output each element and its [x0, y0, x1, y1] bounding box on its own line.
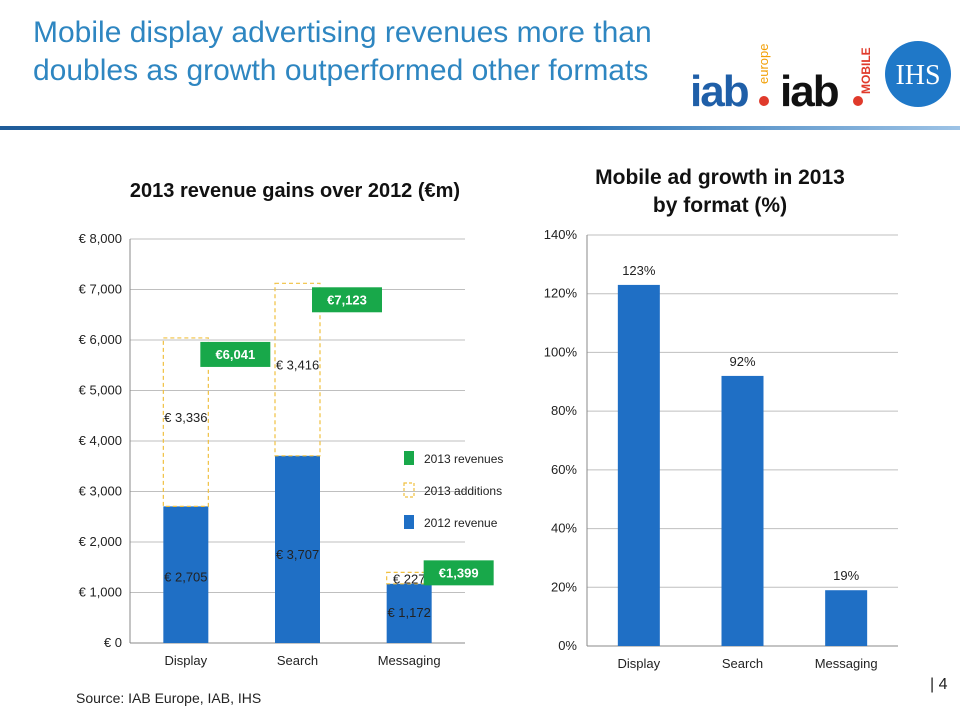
data-label: 92%	[729, 354, 755, 369]
iab-europe-dot	[759, 96, 769, 106]
slide-title: Mobile display advertising revenues more…	[33, 16, 652, 87]
bar-2013-additions	[274, 282, 321, 457]
iab-mobile-logo-graphic: iab MOBILE	[780, 47, 873, 116]
chart-title-line: by format (%)	[653, 194, 787, 217]
y-tick-label: € 4,000	[79, 433, 122, 448]
y-tick-label: € 8,000	[79, 231, 122, 246]
chart-title: 2013 revenue gains over 2012 (€m)	[130, 180, 460, 202]
label-2012-revenue: € 3,707	[276, 547, 319, 562]
iab-europe-logo-sub: europe	[756, 44, 771, 84]
x-tick-label: Search	[277, 653, 318, 668]
revenue-gains-chart: 2013 revenue gains over 2012 (€m) € 0 € 1,…	[40, 160, 520, 685]
bar-2012-revenue	[386, 583, 432, 643]
bar-2012-revenue	[163, 506, 209, 643]
bar-2012-revenue	[275, 455, 320, 643]
iab-mobile-logo: iab MOBILE	[778, 38, 878, 118]
page-number: | 4	[930, 676, 948, 693]
y-tick-label: 140%	[544, 227, 578, 242]
revenue-gains-chart-svg: 2013 revenue gains over 2012 (€m) € 0 € 1,…	[79, 180, 504, 668]
x-tick-label: Display	[618, 656, 661, 671]
iab-mobile-logo-text: iab	[780, 67, 839, 113]
total-2013-revenue-box	[312, 287, 382, 313]
y-tick-label: € 1,000	[79, 585, 122, 600]
legend-swatch-2013-revenues	[404, 451, 414, 465]
data-label: 19%	[833, 568, 859, 583]
bar-growth	[721, 375, 764, 646]
legend-swatch-2013-additions	[403, 482, 415, 498]
x-tick-label: Messaging	[378, 653, 441, 668]
total-2013-revenue-box	[200, 341, 271, 367]
data-label: 123%	[622, 263, 656, 278]
iab-mobile-dot	[853, 96, 863, 106]
bar-growth	[617, 284, 660, 646]
iab-europe-logo-text: iab	[690, 67, 749, 113]
ihs-logo: IHS	[884, 36, 954, 117]
y-tick-label: 40%	[551, 521, 577, 536]
iab-mobile-logo-sub: MOBILE	[859, 47, 873, 94]
bar-2013-additions	[162, 337, 209, 507]
label-2013-additions: € 227	[393, 571, 426, 586]
y-tick-label: € 6,000	[79, 332, 122, 347]
ihs-logo-text: IHS	[895, 60, 940, 91]
chart-title-line: Mobile ad growth in 2013	[595, 166, 845, 189]
y-tick-label: 20%	[551, 579, 577, 594]
y-tick-label: 0%	[558, 638, 577, 653]
total-2013-revenue-box	[423, 560, 494, 586]
source-note: Source: IAB Europe, IAB, IHS	[76, 690, 262, 706]
legend-swatch-2012-revenue	[404, 515, 414, 529]
ihs-logo-circle	[885, 41, 951, 107]
bar-growth	[825, 590, 868, 646]
ihs-logo-graphic: IHS	[885, 41, 951, 107]
total-2013-revenue-label: €7,123	[327, 292, 367, 307]
y-tick-label: € 3,000	[79, 484, 122, 499]
y-tick-label: 60%	[551, 462, 577, 477]
mobile-growth-chart-svg: Mobile ad growth in 2013 by format (%) 0% 2…	[544, 166, 898, 671]
label-2012-revenue: € 2,705	[164, 570, 207, 585]
x-tick-label: Display	[165, 653, 208, 668]
y-tick-label: € 0	[104, 635, 122, 650]
label-2013-additions: € 3,336	[164, 410, 207, 425]
x-tick-label: Messaging	[815, 656, 878, 671]
title-divider	[0, 126, 960, 130]
total-2013-revenue-label: €6,041	[215, 347, 255, 362]
y-tick-label: € 2,000	[79, 534, 122, 549]
iab-europe-logo-graphic: iab europe	[690, 44, 771, 116]
y-tick-label: 120%	[544, 286, 578, 301]
y-tick-label: 100%	[544, 344, 578, 359]
legend-label: 2012 revenue	[424, 516, 498, 530]
y-tick-label: € 5,000	[79, 383, 122, 398]
label-2013-additions: € 3,416	[276, 358, 319, 373]
iab-europe-logo: iab europe	[688, 38, 778, 118]
x-tick-label: Search	[722, 656, 763, 671]
y-tick-label: 80%	[551, 403, 577, 418]
mobile-growth-chart: Mobile ad growth in 2013 by format (%) 0% 2…	[520, 160, 940, 685]
total-2013-revenue-label: €1,399	[439, 565, 479, 580]
legend-label: 2013 additions	[424, 484, 502, 498]
legend-label: 2013 revenues	[424, 452, 503, 466]
label-2012-revenue: € 1,172	[387, 605, 430, 620]
y-tick-label: € 7,000	[79, 282, 122, 297]
